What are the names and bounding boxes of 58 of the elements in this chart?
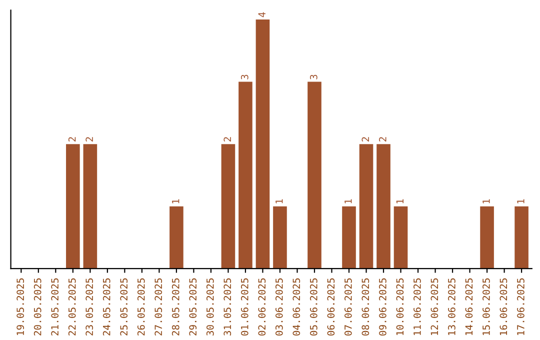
x-tick-label: 25.05.2025	[120, 278, 128, 336]
x-tick-label: 26.05.2025	[137, 278, 145, 336]
bar	[83, 144, 98, 269]
x-tick-label: 08.06.2025	[362, 278, 370, 336]
bar	[238, 82, 252, 269]
x-tick-label: 29.05.2025	[189, 278, 197, 336]
x-tick-label: 03.06.2025	[275, 278, 283, 336]
x-tick-label: 05.06.2025	[310, 278, 318, 336]
x-tick-label: 30.05.2025	[206, 278, 214, 336]
data-label: 2	[362, 137, 369, 142]
x-tick-label: 15.06.2025	[482, 278, 490, 335]
bar	[256, 20, 270, 269]
data-label: 1	[172, 199, 180, 204]
data-label: 2	[379, 137, 386, 142]
x-tick-label: 20.05.2025	[34, 278, 42, 336]
data-label: 1	[482, 199, 490, 204]
bar	[394, 206, 408, 269]
data-label: 2	[86, 137, 93, 142]
x-tick-label: 13.06.2025	[448, 278, 456, 335]
data-label: 2	[68, 137, 76, 142]
bar	[359, 144, 374, 269]
x-tick-label: 14.06.2025	[465, 278, 473, 335]
x-tick-label: 12.06.2025	[430, 278, 438, 335]
x-tick-label: 19.05.2025	[16, 278, 24, 335]
data-label: 1	[344, 199, 352, 204]
bar	[66, 144, 80, 269]
bar	[376, 144, 390, 269]
bar	[480, 206, 494, 269]
data-label: 1	[276, 199, 283, 204]
x-tick-label: 02.06.2025	[258, 278, 266, 336]
data-label: 4	[258, 12, 266, 18]
x-tick-label: 22.05.2025	[68, 278, 76, 336]
bar	[221, 144, 236, 269]
data-label: 2	[224, 137, 231, 142]
data-label: 1	[396, 199, 404, 204]
bar	[342, 206, 356, 269]
bar	[273, 206, 287, 269]
x-tick-label: 06.06.2025	[327, 278, 335, 336]
x-tick-label: 28.05.2025	[172, 278, 180, 336]
x-tick-label: 09.06.2025	[379, 278, 386, 336]
x-tick-label: 04.06.2025	[292, 278, 300, 336]
x-tick-label: 11.06.2025	[414, 278, 421, 335]
x-tick-label: 07.06.2025	[344, 278, 352, 336]
data-label: 1	[517, 199, 524, 204]
x-tick-label: 16.06.2025	[500, 278, 508, 335]
data-label: 3	[310, 74, 318, 80]
bar	[170, 206, 184, 269]
x-tick-label: 24.05.2025	[102, 278, 110, 336]
x-tick-label: 10.06.2025	[396, 278, 404, 335]
x-tick-label: 17.06.2025	[517, 278, 524, 335]
x-tick-label: 21.05.2025	[51, 278, 59, 336]
bar	[514, 206, 528, 269]
x-tick-label: 01.06.2025	[240, 278, 248, 336]
data-label: 3	[240, 74, 248, 80]
bar	[308, 82, 322, 269]
x-tick-label: 23.05.2025	[86, 278, 94, 336]
x-tick-label: 27.05.2025	[154, 278, 162, 336]
x-tick-label: 31.05.2025	[224, 278, 232, 336]
